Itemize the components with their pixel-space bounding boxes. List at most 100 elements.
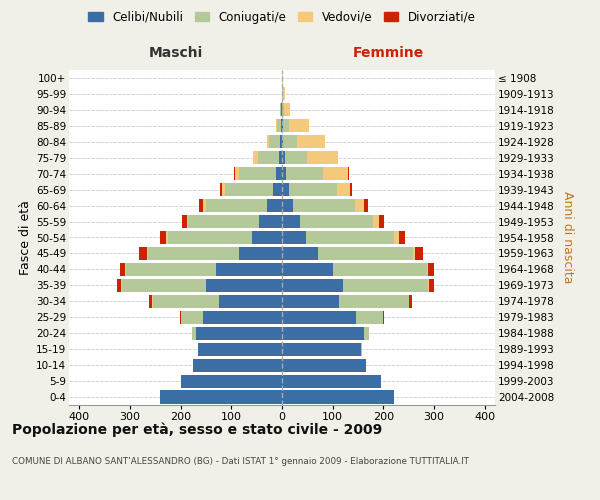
Text: COMUNE DI ALBANO SANT'ALESSANDRO (BG) - Dati ISTAT 1° gennaio 2009 - Elaborazion: COMUNE DI ALBANO SANT'ALESSANDRO (BG) - … [12, 458, 469, 466]
Bar [279, 151, 282, 164]
Bar [126, 263, 216, 276]
Bar [149, 295, 152, 308]
Bar [282, 326, 364, 340]
Bar [239, 167, 276, 180]
Bar [152, 295, 218, 308]
Bar [307, 231, 394, 244]
Bar [283, 120, 289, 132]
Bar [199, 199, 203, 212]
Bar [203, 310, 282, 324]
Bar [280, 104, 281, 117]
Bar [427, 263, 428, 276]
Bar [216, 263, 282, 276]
Bar [409, 295, 412, 308]
Bar [160, 390, 282, 404]
Bar [429, 279, 434, 292]
Bar [383, 310, 385, 324]
Y-axis label: Anni di nascita: Anni di nascita [561, 191, 574, 284]
Bar [284, 104, 290, 117]
Bar [267, 199, 282, 212]
Bar [394, 231, 398, 244]
Bar [146, 247, 148, 260]
Bar [276, 167, 282, 180]
Bar [282, 231, 307, 244]
Bar [235, 167, 239, 180]
Bar [282, 199, 293, 212]
Bar [139, 247, 146, 260]
Bar [257, 151, 279, 164]
Bar [282, 279, 343, 292]
Bar [125, 263, 126, 276]
Bar [428, 263, 434, 276]
Bar [168, 231, 251, 244]
Bar [179, 310, 181, 324]
Bar [415, 247, 423, 260]
Legend: Celibi/Nubili, Coniugati/e, Vedovi/e, Divorziati/e: Celibi/Nubili, Coniugati/e, Vedovi/e, Di… [83, 6, 481, 28]
Bar [148, 247, 239, 260]
Bar [187, 215, 188, 228]
Bar [356, 310, 383, 324]
Bar [251, 231, 282, 244]
Bar [280, 135, 282, 148]
Bar [293, 199, 355, 212]
Text: Femmine: Femmine [353, 46, 424, 60]
Bar [373, 215, 379, 228]
Bar [282, 247, 317, 260]
Bar [283, 135, 297, 148]
Bar [282, 310, 356, 324]
Bar [282, 295, 339, 308]
Bar [199, 342, 282, 355]
Bar [269, 135, 280, 148]
Bar [413, 247, 415, 260]
Bar [181, 374, 282, 388]
Bar [282, 358, 365, 372]
Bar [282, 342, 361, 355]
Bar [282, 167, 286, 180]
Bar [297, 135, 325, 148]
Bar [428, 279, 429, 292]
Bar [276, 120, 277, 132]
Bar [222, 183, 224, 196]
Bar [286, 167, 323, 180]
Bar [337, 183, 350, 196]
Bar [160, 231, 166, 244]
Bar [282, 374, 381, 388]
Bar [348, 167, 349, 180]
Bar [333, 263, 427, 276]
Bar [364, 326, 369, 340]
Bar [350, 183, 352, 196]
Bar [193, 358, 282, 372]
Bar [166, 231, 168, 244]
Bar [282, 104, 284, 117]
Bar [239, 247, 282, 260]
Text: Maschi: Maschi [148, 46, 203, 60]
Bar [343, 279, 428, 292]
Bar [273, 183, 282, 196]
Bar [121, 279, 122, 292]
Bar [277, 120, 281, 132]
Bar [267, 135, 269, 148]
Bar [282, 183, 289, 196]
Bar [282, 215, 300, 228]
Y-axis label: Fasce di età: Fasce di età [19, 200, 32, 275]
Text: Popolazione per età, sesso e stato civile - 2009: Popolazione per età, sesso e stato civil… [12, 422, 382, 437]
Bar [289, 183, 337, 196]
Bar [203, 199, 206, 212]
Bar [188, 215, 259, 228]
Bar [220, 183, 222, 196]
Bar [224, 183, 273, 196]
Bar [281, 120, 282, 132]
Bar [282, 263, 333, 276]
Bar [323, 167, 348, 180]
Bar [364, 199, 368, 212]
Bar [355, 199, 364, 212]
Bar [181, 310, 203, 324]
Bar [120, 263, 125, 276]
Bar [259, 215, 282, 228]
Bar [122, 279, 206, 292]
Bar [300, 215, 373, 228]
Bar [206, 279, 282, 292]
Bar [317, 247, 413, 260]
Bar [218, 295, 282, 308]
Bar [398, 231, 405, 244]
